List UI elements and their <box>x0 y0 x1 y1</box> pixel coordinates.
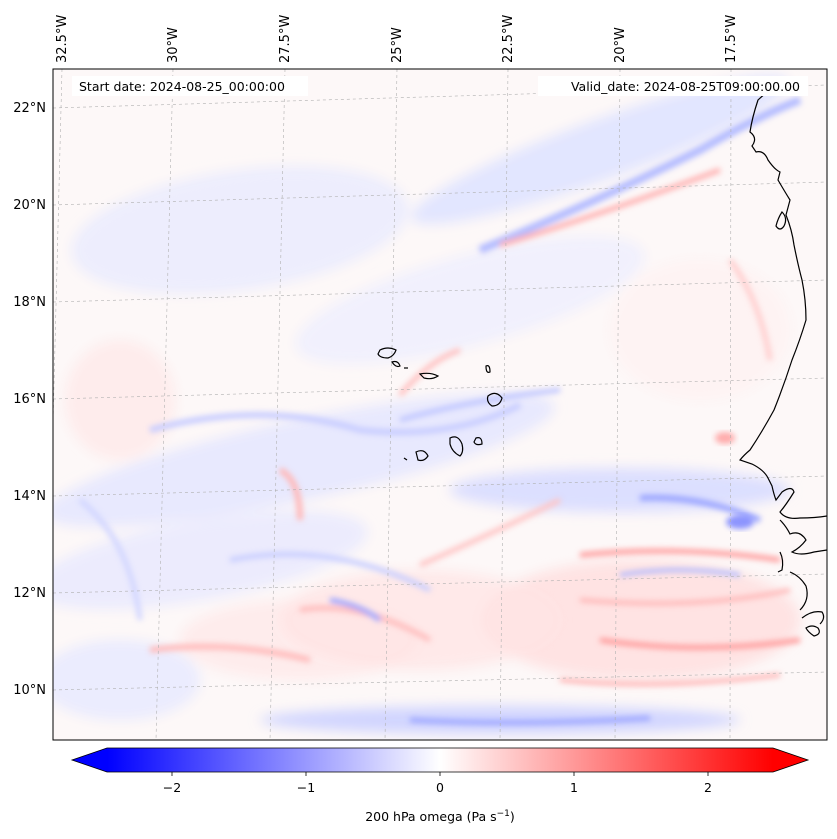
omega-field <box>53 76 802 734</box>
sao-nicolau-island <box>418 372 440 380</box>
colorbar-tick-0: 0 <box>436 780 444 795</box>
lat-label-18n: 18°N <box>13 295 46 310</box>
start-date-label: Start date: 2024-08-25_00:00:00 <box>79 79 285 94</box>
start-date-box <box>72 76 308 96</box>
map-frame <box>52 68 828 741</box>
colorbar-ticks <box>171 772 709 776</box>
omega-streaks <box>78 96 802 726</box>
lon-label-20w: 20°W <box>613 27 628 63</box>
colorbar-label: 200 hPa omega (Pa s−1) <box>365 809 515 824</box>
africa-coastline <box>738 79 827 519</box>
longitude-labels: 32.5°W 30°W 27.5°W 25°W 22.5°W 20°W 17.5… <box>55 15 739 63</box>
lon-label-32-5w: 32.5°W <box>55 15 70 63</box>
gridline-lon-30 <box>155 69 174 740</box>
colorbar: −2 −1 0 1 2 200 hPa omega (Pa s−1) <box>70 747 810 824</box>
gambia-coastline <box>779 519 827 555</box>
valid-date-label: Valid_date: 2024-08-25T09:00:00.00 <box>571 79 800 94</box>
boa-vista-island <box>486 392 503 407</box>
colorbar-extend-min <box>72 748 107 772</box>
gridline-lon-20 <box>614 69 621 740</box>
omega-min-spot <box>726 515 754 529</box>
sao-vicente-island <box>391 360 401 368</box>
lat-label-20n: 20°N <box>13 198 46 213</box>
sal-island <box>485 365 491 373</box>
lon-label-27-5w: 27.5°W <box>278 15 293 63</box>
lat-label-22n: 22°N <box>13 101 46 116</box>
omega-broad-patches <box>53 76 800 734</box>
gridline-lon-25 <box>384 69 398 740</box>
santiago-island <box>449 436 464 457</box>
colorbar-tick-1: 1 <box>570 780 578 795</box>
guinea-bissau-coastline <box>777 551 825 637</box>
map-panel: Start date: 2024-08-25_00:00:00 Valid_da… <box>52 68 828 741</box>
colorbar-body <box>107 748 773 772</box>
gridlines <box>53 69 827 740</box>
lon-label-17-5w: 17.5°W <box>724 15 739 63</box>
santo-antao-island <box>377 347 397 359</box>
lat-label-12n: 12°N <box>13 586 46 601</box>
colorbar-tick-neg2: −2 <box>163 780 181 795</box>
gridline-lon-27-5 <box>269 69 286 740</box>
lat-label-10n: 10°N <box>13 683 46 698</box>
colorbar-tick-neg1: −1 <box>297 780 315 795</box>
colorbar-extend-max <box>773 748 808 772</box>
lat-label-16n: 16°N <box>13 392 46 407</box>
gridline-lon-22-5 <box>499 69 509 740</box>
colorbar-tick-2: 2 <box>704 780 712 795</box>
gridline-lon-17-5 <box>729 69 732 740</box>
omega-max-spot <box>715 432 735 444</box>
lon-label-25w: 25°W <box>390 27 405 63</box>
brava-island <box>403 457 408 461</box>
lat-label-14n: 14°N <box>13 489 46 504</box>
valid-date-box <box>538 76 808 96</box>
colorbar-outline <box>70 747 810 773</box>
maio-island <box>473 437 483 446</box>
coastlines <box>377 79 827 637</box>
lon-label-22-5w: 22.5°W <box>501 15 516 63</box>
latitude-labels: 22°N 20°N 18°N 16°N 14°N 12°N 10°N <box>13 101 46 698</box>
lon-label-30w: 30°W <box>166 27 181 63</box>
coast-inlet <box>775 211 787 230</box>
fogo-island <box>415 450 429 462</box>
